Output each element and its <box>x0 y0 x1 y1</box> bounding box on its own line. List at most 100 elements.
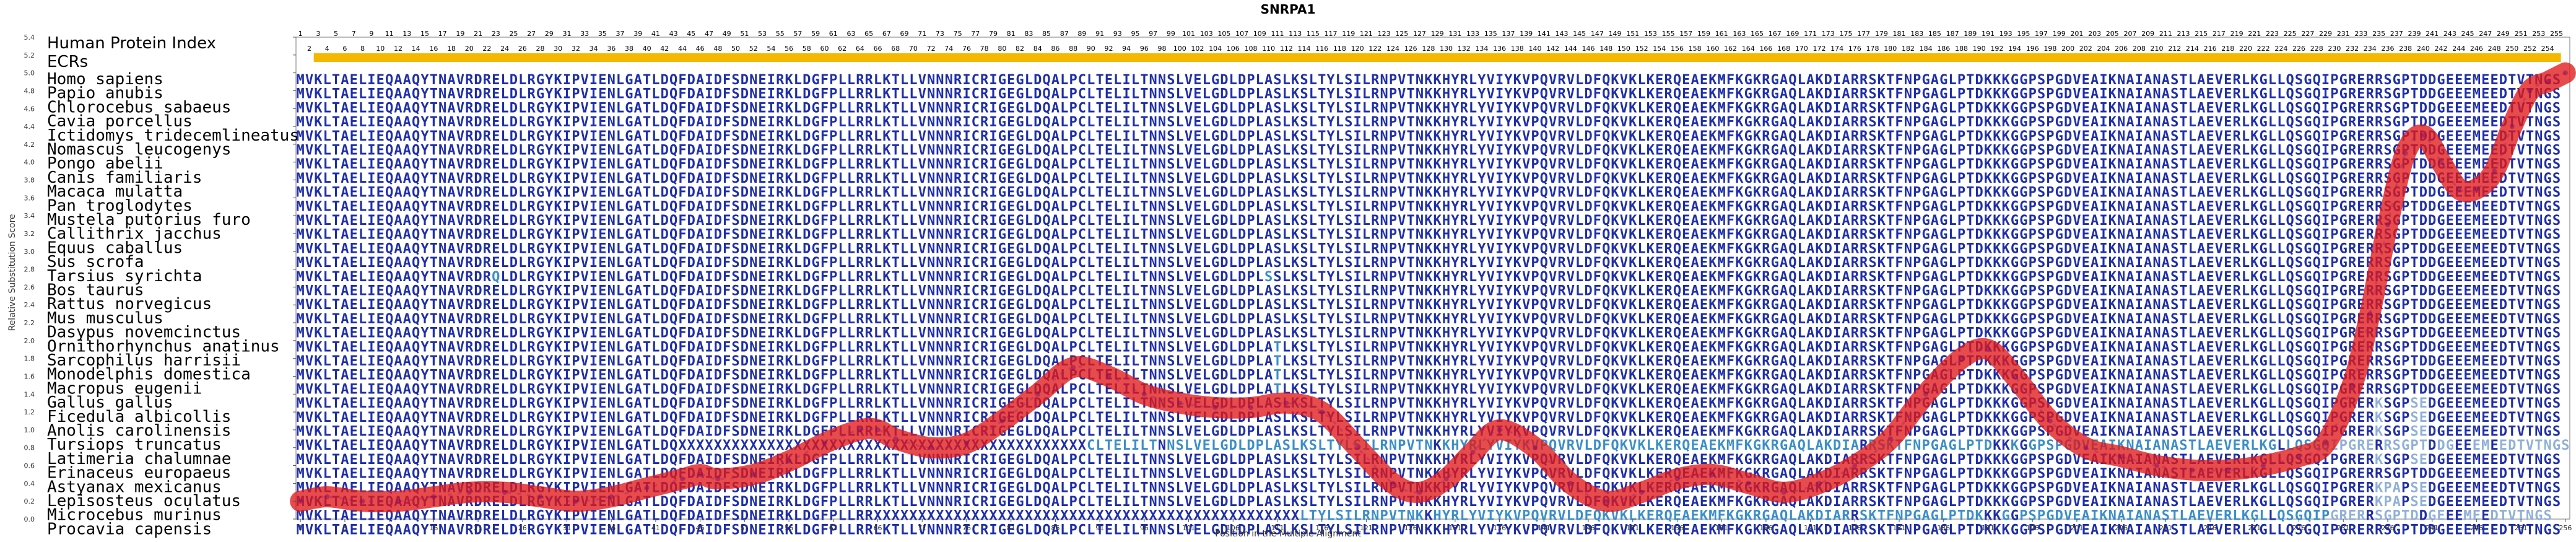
residue: V <box>1567 227 1575 243</box>
residue: D <box>474 213 482 229</box>
residue: R <box>776 115 785 130</box>
residue: L <box>1025 227 1033 243</box>
residue: T <box>2410 87 2418 102</box>
residue: P <box>829 255 837 271</box>
residue: R <box>527 129 536 144</box>
residue: V <box>1185 171 1193 186</box>
residue: G <box>1921 129 1930 144</box>
residue: L <box>2268 171 2276 186</box>
residue: D <box>1824 171 1832 186</box>
residue: G <box>2339 72 2348 88</box>
residue: L <box>1025 87 1033 102</box>
residue: R <box>2375 157 2383 172</box>
residue: L <box>1575 284 1583 299</box>
residue: G <box>2339 284 2348 299</box>
residue: R <box>954 241 962 256</box>
residue: I <box>2099 227 2107 243</box>
residue: R <box>2232 143 2241 159</box>
residue: K <box>1815 87 1824 102</box>
residue: D <box>2064 129 2072 144</box>
residue: E <box>1007 241 1015 256</box>
residue: E <box>1655 143 1663 159</box>
residue: L <box>1176 312 1184 327</box>
residue: G <box>536 185 544 201</box>
residue: L <box>651 185 659 201</box>
residue: E <box>2481 312 2489 327</box>
residue: T <box>2508 255 2516 271</box>
residue: N <box>927 129 935 144</box>
residue: V <box>1522 297 1530 313</box>
residue: Q <box>1602 269 1610 285</box>
residue: L <box>1131 115 1139 130</box>
residue: A <box>403 326 411 341</box>
residue: G <box>2339 255 2348 271</box>
residue: D <box>661 213 669 229</box>
residue: N <box>927 87 935 102</box>
residue: D <box>1220 143 1228 159</box>
residue: R <box>1851 269 1860 285</box>
residue: G <box>998 100 1006 116</box>
residue: K <box>2250 255 2259 271</box>
residue: K <box>1291 115 1300 130</box>
residue: V <box>2517 171 2525 186</box>
residue: L <box>1060 199 1068 214</box>
protein-index-number: 72 <box>927 45 936 53</box>
residue: R <box>527 199 536 214</box>
residue: L <box>900 255 908 271</box>
protein-index-number: 143 <box>1555 30 1568 38</box>
residue: G <box>625 241 633 256</box>
residue: P <box>1531 72 1539 88</box>
residue: R <box>1460 284 1469 299</box>
residue: D <box>714 312 722 327</box>
residue: A <box>2197 72 2205 88</box>
protein-index-number: 248 <box>2488 45 2501 53</box>
residue: N <box>2152 185 2160 201</box>
residue: E <box>1655 171 1663 186</box>
protein-index-number: 22 <box>482 45 491 53</box>
residue: K <box>2002 241 2011 256</box>
protein-index-number: 190 <box>1973 45 1986 53</box>
residue: Q <box>1042 227 1050 243</box>
residue: S <box>2552 171 2561 186</box>
residue: L <box>1060 227 1068 243</box>
residue: L <box>1575 72 1583 88</box>
residue: S <box>731 255 739 271</box>
residue: Y <box>1451 143 1460 159</box>
residue: R <box>1664 115 1673 130</box>
residue: A <box>696 326 704 341</box>
residue: V <box>1522 129 1530 144</box>
residue: Q <box>1673 255 1681 271</box>
residue: G <box>1939 312 1947 327</box>
residue: L <box>1469 115 1477 130</box>
protein-index-number: 2 <box>307 45 311 53</box>
chart-title: SNRPA1 <box>1261 2 1316 17</box>
residue: V <box>918 269 926 285</box>
residue: T <box>643 100 651 116</box>
residue: L <box>1469 241 1477 256</box>
residue: V <box>1522 199 1530 214</box>
residue: V <box>918 199 926 214</box>
residue: E <box>492 199 500 214</box>
residue: K <box>1815 157 1824 172</box>
residue: K <box>1611 171 1619 186</box>
residue: P <box>1957 297 1965 313</box>
residue: G <box>1771 255 1779 271</box>
residue: L <box>1025 269 1033 285</box>
residue: A <box>403 269 411 285</box>
residue: M <box>1718 213 1726 229</box>
residue: F <box>820 199 829 214</box>
residue: V <box>2215 115 2223 130</box>
residue: L <box>2268 297 2276 313</box>
residue: R <box>865 199 874 214</box>
residue: G <box>2304 115 2312 130</box>
residue: E <box>1682 143 1690 159</box>
residue: A <box>634 213 642 229</box>
residue: N <box>936 326 944 341</box>
residue: T <box>892 143 900 159</box>
protein-index-number: 245 <box>2461 30 2474 38</box>
residue: N <box>607 72 616 88</box>
residue: V <box>2517 241 2525 256</box>
residue: E <box>2224 199 2232 214</box>
residue: F <box>1593 269 1601 285</box>
residue: D <box>687 87 695 102</box>
